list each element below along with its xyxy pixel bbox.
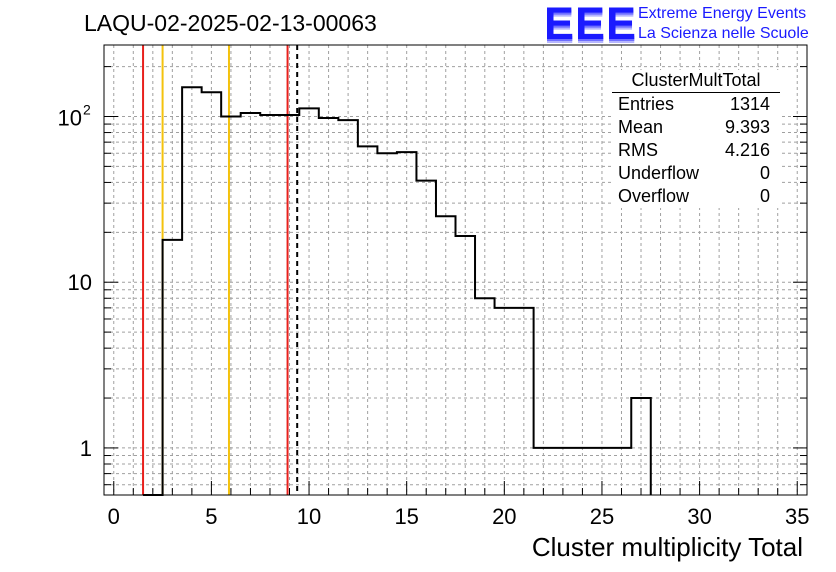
stat-label: Overflow bbox=[618, 186, 690, 206]
stat-label: Mean bbox=[618, 117, 664, 137]
axis-ticks bbox=[104, 66, 807, 495]
x-tick-label: 30 bbox=[687, 504, 711, 529]
plot-frame bbox=[103, 44, 808, 496]
stat-row-underflow: Underflow 0 bbox=[612, 162, 780, 185]
stat-row-overflow: Overflow 0 bbox=[612, 185, 780, 208]
stats-title: ClusterMultTotal bbox=[612, 70, 780, 93]
y-tick-label: 10 bbox=[58, 105, 82, 130]
x-tick-label: 35 bbox=[785, 504, 809, 529]
y-tick-label: 1 bbox=[80, 436, 92, 461]
x-tick-label: 25 bbox=[590, 504, 614, 529]
stat-value: 9.393 bbox=[724, 117, 770, 137]
plot-title: LAQU-02-2025-02-13-00063 bbox=[84, 10, 377, 36]
stat-label: RMS bbox=[618, 140, 658, 160]
x-axis-label: Cluster multiplicity Total bbox=[531, 532, 803, 562]
histogram-series bbox=[143, 86, 652, 496]
x-tick-label: 0 bbox=[108, 504, 120, 529]
grid-lines bbox=[104, 45, 807, 495]
x-tick-label: 5 bbox=[205, 504, 217, 529]
reference-lines bbox=[142, 45, 299, 495]
stat-label: Underflow bbox=[618, 163, 700, 183]
eee-logo-mark: EEE bbox=[544, 0, 638, 49]
y-tick-label-exponent: 2 bbox=[83, 101, 91, 117]
x-tick-label: 15 bbox=[394, 504, 418, 529]
x-tick-label: 10 bbox=[297, 504, 321, 529]
logo-line-1: Extreme Energy Events bbox=[638, 5, 807, 22]
stat-value: 0 bbox=[759, 186, 770, 206]
logo-line-2: La Scienza nelle Scuole bbox=[638, 25, 809, 42]
x-tick-label: 20 bbox=[492, 504, 516, 529]
stat-label: Entries bbox=[618, 94, 675, 114]
x-tick-labels: 0 5 10 15 20 25 30 35 bbox=[108, 504, 810, 529]
stats-box: ClusterMultTotal Entries 1314 Mean 9.393… bbox=[612, 70, 780, 208]
stat-row-entries: Entries 1314 bbox=[612, 93, 780, 116]
stat-value: 4.216 bbox=[724, 140, 770, 160]
stat-row-mean: Mean 9.393 bbox=[612, 116, 780, 139]
stat-value: 0 bbox=[759, 163, 770, 183]
y-tick-label: 10 bbox=[68, 270, 92, 295]
stat-row-rms: RMS 4.216 bbox=[612, 139, 780, 162]
stat-value: 1314 bbox=[729, 94, 770, 114]
